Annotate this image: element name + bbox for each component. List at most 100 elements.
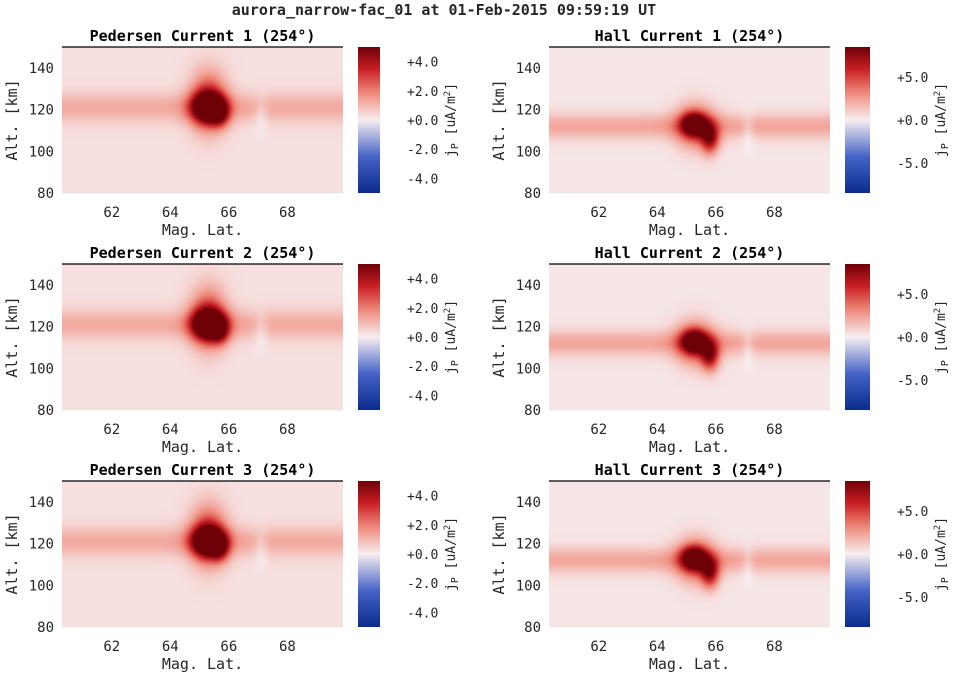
heatmap-image [549, 264, 830, 410]
y-tick-label: 100 [29, 361, 54, 377]
x-axis-label: Mag. Lat. [162, 221, 243, 239]
panel-3: Pedersen Current 2 (254°) 80 100 120 140 62 64… [3, 244, 461, 456]
panel-2: Hall Current 1 (254°) 80 100 120 140 62 64 66 68… [490, 27, 951, 239]
y-tick-label: 80 [37, 186, 54, 202]
panel-1: Pedersen Current 1 (254°) 80 100 120 140 62 64… [3, 27, 461, 239]
colorbar-label: jP [uA/m2] [443, 83, 461, 157]
x-tick-label: 66 [707, 205, 724, 221]
x-tick-label: 62 [590, 205, 607, 221]
x-tick-label: 68 [766, 639, 783, 655]
colorbar [358, 264, 380, 410]
y-tick-label: 120 [516, 103, 541, 119]
panel-5: Pedersen Current 3 (254°) 80 100 120 140 62 64… [3, 461, 461, 673]
colorbar-tick-label: -4.0 [407, 172, 438, 187]
x-tick-label: 64 [649, 205, 666, 221]
x-axis-label: Mag. Lat. [649, 221, 730, 239]
y-tick-label: 80 [37, 403, 54, 419]
panel-title: Hall Current 2 (254°) [595, 244, 785, 262]
y-tick-label: 120 [516, 537, 541, 553]
x-tick-label: 68 [279, 205, 296, 221]
x-tick-label: 62 [103, 205, 120, 221]
x-tick-label: 64 [162, 422, 179, 438]
panel-title: Hall Current 3 (254°) [595, 461, 785, 479]
x-tick-label: 62 [103, 639, 120, 655]
x-tick-label: 64 [162, 205, 179, 221]
y-tick-label: 120 [516, 320, 541, 336]
y-axis-label: Alt. [km] [3, 513, 21, 594]
y-tick-label: 100 [516, 578, 541, 594]
x-tick-label: 68 [766, 205, 783, 221]
x-axis-label: Mag. Lat. [162, 655, 243, 673]
y-tick-label: 140 [29, 495, 54, 511]
x-tick-label: 62 [103, 422, 120, 438]
y-tick-label: 120 [29, 537, 54, 553]
y-tick-label: 80 [524, 186, 541, 202]
colorbar-label: jP [uA/m2] [933, 517, 951, 591]
x-axis-label: Mag. Lat. [649, 438, 730, 456]
x-tick-label: 66 [220, 205, 237, 221]
colorbar [845, 47, 870, 193]
colorbar-tick-label: +4.0 [407, 56, 438, 71]
y-tick-label: 100 [516, 361, 541, 377]
colorbar-tick-label: -4.0 [407, 606, 438, 621]
colorbar-tick-label: +5.0 [897, 71, 928, 86]
colorbar-tick-label: -2.0 [407, 360, 438, 375]
colorbar-tick-label: +0.0 [897, 548, 928, 563]
y-tick-label: 100 [29, 578, 54, 594]
y-tick-label: 100 [516, 144, 541, 160]
x-axis-label: Mag. Lat. [649, 655, 730, 673]
y-tick-label: 100 [29, 144, 54, 160]
y-tick-label: 80 [524, 620, 541, 636]
panel-4: Hall Current 2 (254°) 80 100 120 140 62 64 66 68… [490, 244, 951, 456]
x-axis-label: Mag. Lat. [162, 438, 243, 456]
colorbar-tick-label: -2.0 [407, 577, 438, 592]
x-tick-label: 66 [220, 639, 237, 655]
y-tick-label: 80 [524, 403, 541, 419]
y-tick-label: 140 [29, 278, 54, 294]
colorbar-tick-label: +0.0 [897, 331, 928, 346]
y-tick-label: 140 [516, 61, 541, 77]
colorbar-tick-label: -4.0 [407, 389, 438, 404]
x-tick-label: 62 [590, 639, 607, 655]
x-tick-label: 68 [766, 422, 783, 438]
y-axis-label: Alt. [km] [490, 513, 508, 594]
colorbar-tick-label: +4.0 [407, 273, 438, 288]
colorbar-label: jP [uA/m2] [443, 517, 461, 591]
colorbar-label: jP [uA/m2] [443, 300, 461, 374]
colorbar-tick-label: -5.0 [897, 157, 928, 172]
y-axis-label: Alt. [km] [490, 79, 508, 160]
colorbar [845, 481, 870, 627]
panel-title: Pedersen Current 3 (254°) [90, 461, 316, 479]
colorbar-tick-label: -5.0 [897, 591, 928, 606]
colorbar-label: jP [uA/m2] [933, 300, 951, 374]
y-axis-label: Alt. [km] [490, 296, 508, 377]
y-tick-label: 120 [29, 320, 54, 336]
colorbar-tick-label: +5.0 [897, 288, 928, 303]
x-tick-label: 66 [707, 422, 724, 438]
colorbar [358, 47, 380, 193]
colorbar-tick-label: +0.0 [897, 114, 928, 129]
colorbar-tick-label: -5.0 [897, 374, 928, 389]
y-tick-label: 120 [29, 103, 54, 119]
panel-title: Pedersen Current 2 (254°) [90, 244, 316, 262]
x-tick-label: 66 [707, 639, 724, 655]
colorbar-tick-label: +5.0 [897, 505, 928, 520]
y-axis-label: Alt. [km] [3, 296, 21, 377]
colorbar-tick-label: +0.0 [407, 331, 438, 346]
panel-6: Hall Current 3 (254°) 80 100 120 140 62 64 66 68… [490, 461, 951, 673]
x-tick-label: 64 [649, 422, 666, 438]
heatmap-image [62, 264, 343, 410]
y-tick-label: 140 [516, 495, 541, 511]
colorbar-tick-label: +0.0 [407, 548, 438, 563]
panel-title: Pedersen Current 1 (254°) [90, 27, 316, 45]
colorbar-tick-label: +4.0 [407, 490, 438, 505]
colorbar-tick-label: -2.0 [407, 143, 438, 158]
y-tick-label: 80 [37, 620, 54, 636]
colorbar-label: jP [uA/m2] [933, 83, 951, 157]
colorbar-tick-label: +0.0 [407, 114, 438, 129]
x-tick-label: 62 [590, 422, 607, 438]
colorbar-tick-label: +2.0 [407, 85, 438, 100]
y-axis-label: Alt. [km] [3, 79, 21, 160]
heatmap-image [549, 481, 830, 627]
panel-title: Hall Current 1 (254°) [595, 27, 785, 45]
